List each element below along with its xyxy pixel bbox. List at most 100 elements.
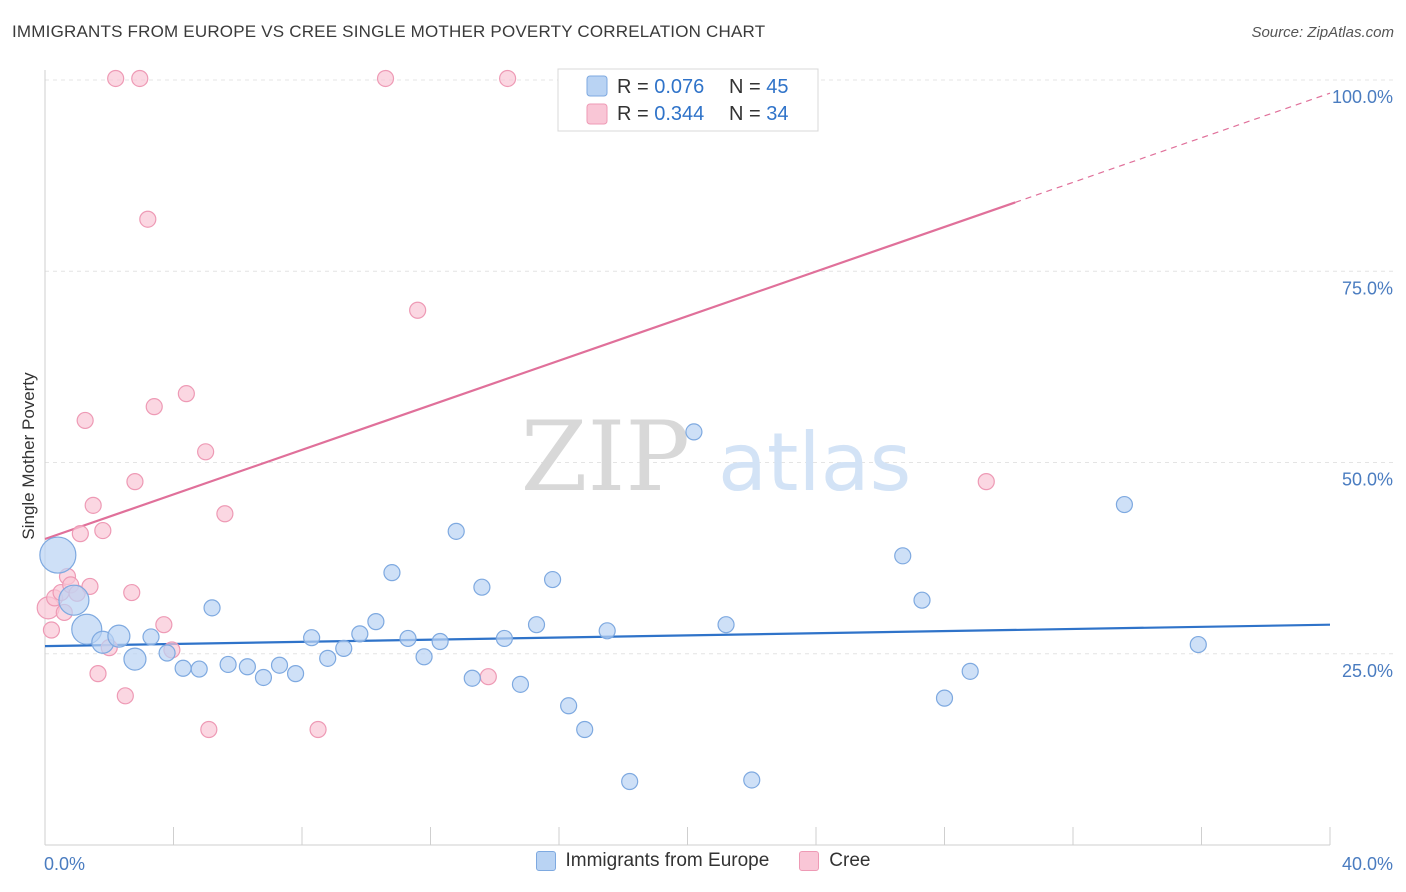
cree-point-17 bbox=[123, 583, 141, 602]
immigrants-europe-point-27 bbox=[473, 578, 491, 596]
legend-r-label-1: R = bbox=[617, 76, 654, 98]
svg-text:N = 34: N = 34 bbox=[729, 103, 789, 125]
immigrants-europe-point-32 bbox=[560, 697, 578, 715]
immigrants-europe-point-42 bbox=[961, 662, 979, 680]
bottom-legend-label-europe: Immigrants from Europe bbox=[565, 850, 770, 871]
watermark: ZIP atlas bbox=[521, 401, 912, 513]
y-tick-label-3: 100.0% bbox=[1332, 87, 1393, 107]
legend-swatch-pink bbox=[586, 103, 608, 125]
cree-point-27 bbox=[216, 505, 234, 523]
immigrants-europe-point-38 bbox=[743, 771, 761, 789]
immigrants-europe-point-1 bbox=[58, 584, 90, 616]
immigrants-europe-point-29 bbox=[511, 675, 530, 693]
y-tick-label-2: 75.0% bbox=[1342, 278, 1393, 298]
cree-point-19 bbox=[131, 69, 149, 88]
x-tick-label-0: 0.0% bbox=[44, 854, 85, 874]
trend-line-cree-extrapolated bbox=[1014, 92, 1331, 203]
immigrants-europe-point-9 bbox=[190, 660, 208, 678]
immigrants-europe-point-4 bbox=[107, 624, 131, 648]
immigrants-europe-point-37 bbox=[717, 616, 735, 634]
svg-text:R = 0.076: R = 0.076 bbox=[617, 76, 704, 98]
svg-text:R = 0.344: R = 0.344 bbox=[617, 103, 704, 125]
y-tick-label-1: 50.0% bbox=[1342, 470, 1393, 490]
cree-point-20 bbox=[139, 210, 157, 228]
source-credit: Source: ZipAtlas.com bbox=[1251, 24, 1394, 41]
svg-text:N = 45: N = 45 bbox=[729, 76, 789, 98]
bottom-legend-item-cree: Cree bbox=[799, 850, 870, 872]
cree-point-24 bbox=[177, 385, 195, 403]
immigrants-europe-point-18 bbox=[335, 639, 353, 657]
x-tick-label-1: 40.0% bbox=[1342, 854, 1393, 874]
immigrants-europe-point-14 bbox=[270, 656, 289, 674]
legend-r-label-2: R = bbox=[617, 103, 654, 125]
immigrants-europe-point-8 bbox=[174, 659, 192, 677]
immigrants-europe-point-24 bbox=[431, 632, 449, 651]
legend-n-value-2: 34 bbox=[766, 103, 788, 125]
cree-point-12 bbox=[89, 665, 107, 683]
watermark-atlas: atlas bbox=[718, 416, 911, 509]
y-tick-label-0: 25.0% bbox=[1342, 661, 1393, 681]
y-tick-labels: 25.0% 50.0% 75.0% 100.0% bbox=[1332, 87, 1393, 681]
cree-point-1 bbox=[42, 621, 61, 639]
immigrants-europe-point-36 bbox=[685, 423, 703, 441]
cree-point-13 bbox=[94, 521, 112, 540]
cree-point-16 bbox=[116, 687, 134, 705]
immigrants-europe-point-39 bbox=[894, 547, 912, 565]
immigrants-europe-point-17 bbox=[319, 649, 337, 667]
immigrants-europe-point-15 bbox=[286, 665, 305, 683]
immigrants-europe-point-35 bbox=[621, 772, 639, 791]
immigrants-europe-point-20 bbox=[367, 613, 385, 631]
immigrants-europe-point-13 bbox=[254, 668, 273, 687]
cree-point-28 bbox=[309, 720, 327, 739]
immigrants-europe-point-25 bbox=[447, 522, 465, 540]
bottom-legend-item-europe: Immigrants from Europe bbox=[535, 850, 770, 872]
cree-point-29 bbox=[376, 69, 395, 88]
immigrants-europe-points bbox=[39, 423, 1207, 791]
immigrants-europe-point-16 bbox=[303, 629, 321, 647]
legend-r-value-2: 0.344 bbox=[654, 103, 704, 125]
immigrants-europe-point-34 bbox=[598, 622, 616, 640]
cree-swatch bbox=[799, 851, 820, 871]
europe-swatch bbox=[535, 851, 556, 871]
trend-lines bbox=[44, 92, 1331, 648]
trend-line-immigrants-europe bbox=[44, 623, 1331, 648]
cree-point-22 bbox=[155, 616, 173, 634]
immigrants-europe-point-7 bbox=[158, 644, 176, 662]
y-axis-label: Single Mother Poverty bbox=[19, 372, 38, 540]
trend-line-cree bbox=[44, 201, 1016, 541]
immigrants-europe-point-21 bbox=[383, 564, 401, 582]
cree-point-21 bbox=[145, 398, 163, 416]
cree-point-15 bbox=[107, 69, 125, 88]
immigrants-europe-point-22 bbox=[399, 629, 417, 648]
cree-point-11 bbox=[84, 496, 102, 514]
immigrants-europe-point-40 bbox=[913, 591, 931, 609]
cree-point-31 bbox=[479, 668, 497, 686]
immigrants-europe-point-6 bbox=[142, 628, 160, 646]
immigrants-europe-point-31 bbox=[543, 570, 562, 589]
watermark-zip: ZIP bbox=[521, 401, 690, 513]
immigrants-europe-point-26 bbox=[463, 669, 481, 687]
immigrants-europe-point-43 bbox=[1115, 495, 1134, 514]
legend-box: R = 0.076 N = 45 R = 0.344 N = 34 bbox=[557, 68, 819, 132]
immigrants-europe-point-44 bbox=[1189, 635, 1207, 654]
legend-n-label-1: N = bbox=[729, 76, 766, 98]
chart-title: IMMIGRANTS FROM EUROPE VS CREE SINGLE MO… bbox=[12, 22, 766, 41]
immigrants-europe-point-10 bbox=[203, 599, 221, 617]
cree-point-25 bbox=[197, 443, 215, 461]
cree-point-30 bbox=[409, 301, 427, 319]
immigrants-europe-point-30 bbox=[527, 616, 546, 634]
immigrants-europe-point-5 bbox=[123, 647, 147, 671]
cree-point-18 bbox=[126, 473, 144, 491]
immigrants-europe-point-28 bbox=[495, 629, 513, 648]
cree-point-9 bbox=[76, 411, 94, 430]
cree-point-32 bbox=[499, 69, 517, 88]
gridlines bbox=[45, 79, 1395, 655]
legend-r-value-1: 0.076 bbox=[654, 76, 704, 98]
legend-swatch-blue bbox=[586, 75, 608, 97]
axes bbox=[44, 70, 1331, 846]
legend-n-label-2: N = bbox=[729, 103, 766, 125]
cree-point-8 bbox=[71, 525, 89, 543]
cree-point-26 bbox=[200, 720, 218, 739]
immigrants-europe-point-19 bbox=[351, 625, 369, 643]
immigrants-europe-point-12 bbox=[238, 658, 256, 676]
